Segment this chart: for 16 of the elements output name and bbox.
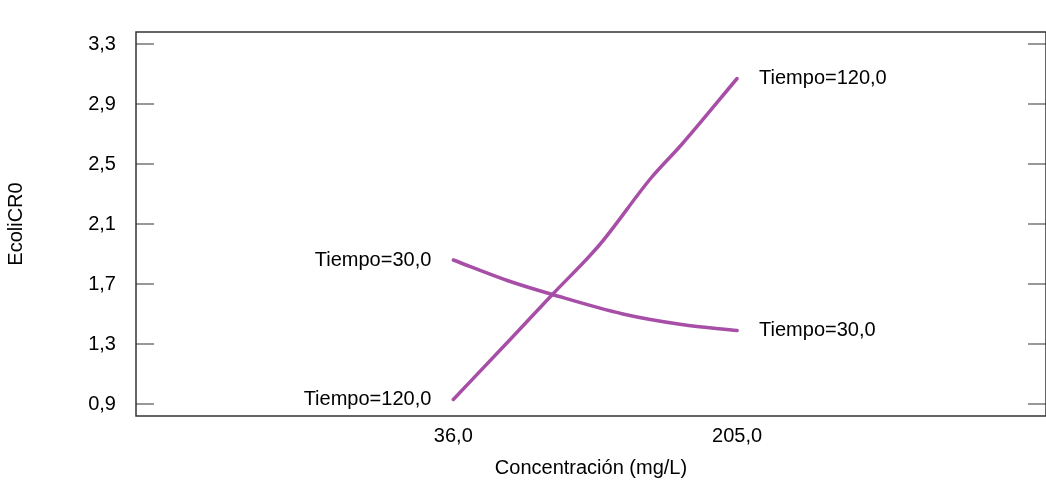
x-tick-label: 36,0 bbox=[433, 423, 473, 446]
y-axis-title: EcoliCR0 bbox=[3, 182, 26, 266]
y-tick-label: 2,5 bbox=[88, 151, 116, 174]
text: Tiempo=120,0 bbox=[303, 387, 432, 410]
series-label: Tiempo=120,0 bbox=[759, 66, 887, 89]
line-series bbox=[451, 76, 739, 402]
y-tick-label: 3,3 bbox=[88, 31, 116, 54]
text: Tiempo=30,0 bbox=[314, 247, 432, 270]
series-label: Tiempo=30,0 bbox=[759, 318, 876, 341]
y-tick-label: 2,1 bbox=[88, 211, 116, 234]
y-tick-label: 0,9 bbox=[88, 391, 116, 414]
y-tick-label: 1,3 bbox=[88, 331, 116, 354]
x-axis-title: Concentración (mg/L) bbox=[494, 455, 688, 478]
x-tick-label: 205,0 bbox=[712, 423, 763, 446]
y-tick-label: 2,9 bbox=[88, 91, 116, 114]
y-tick-label: 1,7 bbox=[88, 271, 116, 294]
